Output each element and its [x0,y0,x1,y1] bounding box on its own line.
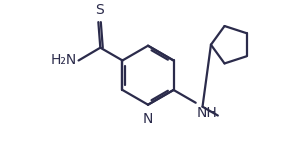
Text: N: N [143,112,153,126]
Text: S: S [95,3,104,17]
Text: NH: NH [197,106,217,120]
Text: H₂N: H₂N [50,54,77,67]
